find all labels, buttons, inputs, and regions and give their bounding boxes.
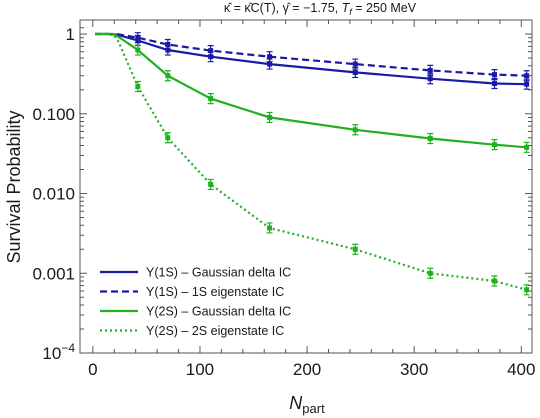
error-bar (207, 178, 214, 191)
legend-entry: Υ(1S) – Gaussian delta IC (100, 266, 291, 280)
error-bar (207, 44, 214, 57)
error-bar (266, 222, 273, 234)
error-bar (134, 80, 141, 93)
legend: Υ(1S) – Gaussian delta IC Υ(1S) – 1S eige… (100, 266, 291, 338)
y-tick-label: 10−4 (42, 341, 75, 363)
x-tick-label: 400 (507, 360, 535, 379)
error-bar (266, 51, 273, 63)
error-bar (523, 141, 530, 153)
error-bar (491, 275, 498, 287)
error-bar (523, 70, 530, 82)
error-bar (164, 132, 171, 144)
y-axis-title: Survival Probability (4, 110, 24, 263)
error-bar (207, 93, 214, 105)
error-bar (491, 139, 498, 151)
x-tick-label: 300 (400, 360, 428, 379)
error-bar (164, 38, 171, 51)
y-tick-label: 0.010 (32, 185, 75, 204)
chart-title: κ̂ = κ̂C(T), γ̂ = −1.75, Tf = 250 MeV (224, 1, 417, 17)
series-3 (95, 32, 530, 153)
y-tick-label: 1 (66, 25, 75, 44)
legend-entry: Υ(2S) – 2S eigenstate IC (100, 324, 284, 338)
y-tick-label: 0.100 (32, 105, 75, 124)
error-bar (134, 32, 141, 44)
error-bar (266, 111, 273, 124)
error-bar (134, 44, 141, 56)
series-1 (95, 32, 530, 90)
error-bar (427, 132, 434, 145)
x-tick-label: 0 (88, 360, 97, 379)
legend-label: Υ(1S) – Gaussian delta IC (146, 266, 291, 280)
error-bar (352, 124, 359, 136)
legend-label: Υ(1S) – 1S eigenstate IC (146, 285, 284, 299)
error-bar (164, 70, 171, 82)
error-bar (352, 58, 359, 70)
series-line (95, 32, 527, 86)
legend-label: Υ(2S) – Gaussian delta IC (146, 305, 291, 319)
series-4 (95, 32, 530, 296)
axis-ticks: 0 100 200 300 400 10−4 0.001 0.010 0.100 1 (32, 20, 535, 379)
plot-frame (79, 19, 533, 354)
x-axis-title: Npart (289, 393, 325, 416)
error-bar (427, 267, 434, 279)
legend-label: Υ(2S) – 2S eigenstate IC (146, 324, 284, 338)
data-series (95, 32, 530, 296)
y-tick-label: 0.001 (32, 264, 75, 283)
legend-entry: Υ(1S) – 1S eigenstate IC (100, 285, 284, 299)
x-axis-title-n: N (289, 393, 303, 413)
series-2 (95, 32, 530, 82)
x-tick-label: 200 (293, 360, 321, 379)
legend-entry: Υ(2S) – Gaussian delta IC (100, 305, 291, 319)
series-line (95, 32, 527, 149)
error-bar (352, 243, 359, 255)
error-bar (491, 69, 498, 81)
error-bar (427, 64, 434, 76)
x-tick-label: 100 (186, 360, 214, 379)
error-bar (523, 284, 530, 296)
x-axis-title-sub: part (302, 401, 325, 416)
